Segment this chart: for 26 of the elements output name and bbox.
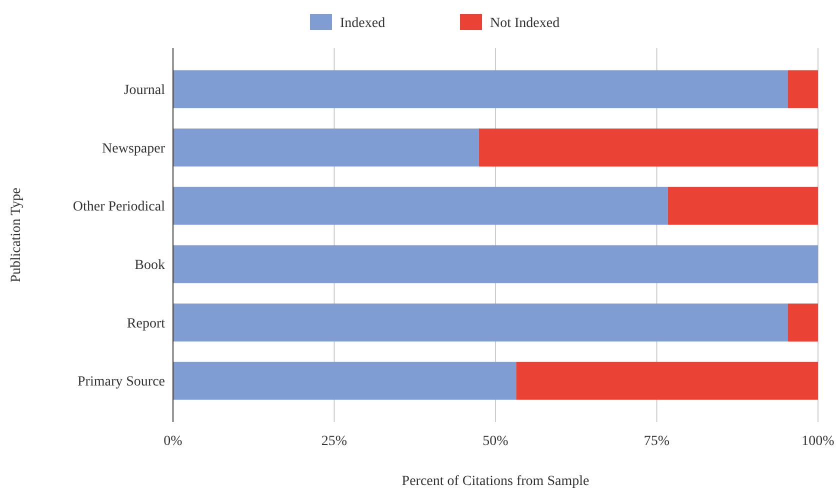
x-tick-label: 100%: [802, 434, 835, 449]
bar: [173, 70, 788, 108]
x-tick-label: 50%: [482, 434, 509, 449]
y-axis-title: Publication Type: [9, 188, 24, 282]
bar: [173, 304, 788, 342]
bar: [173, 186, 668, 225]
bar: [788, 304, 818, 342]
bar: [478, 128, 818, 166]
y-tick-label: Book: [134, 258, 165, 274]
y-tick-label: Primary Source: [78, 374, 165, 390]
legend-label: Indexed: [340, 16, 386, 31]
bar: [516, 362, 818, 400]
x-axis-title: Percent of Citations from Sample: [402, 474, 590, 489]
bar: [788, 70, 818, 108]
y-tick-label: Journal: [124, 83, 166, 98]
x-tick-label: 75%: [644, 434, 670, 449]
bar: [173, 128, 479, 166]
y-tick-label: Report: [126, 316, 166, 332]
bar: [173, 362, 516, 400]
legend-label: Not Indexed: [490, 16, 560, 31]
x-tick-label: 25%: [321, 434, 348, 449]
bar: [173, 245, 818, 284]
bar: [668, 186, 818, 225]
y-tick-label: Other Periodical: [72, 200, 166, 215]
y-tick-label: Newspaper: [102, 141, 166, 156]
x-tick-label: 0%: [164, 434, 183, 449]
